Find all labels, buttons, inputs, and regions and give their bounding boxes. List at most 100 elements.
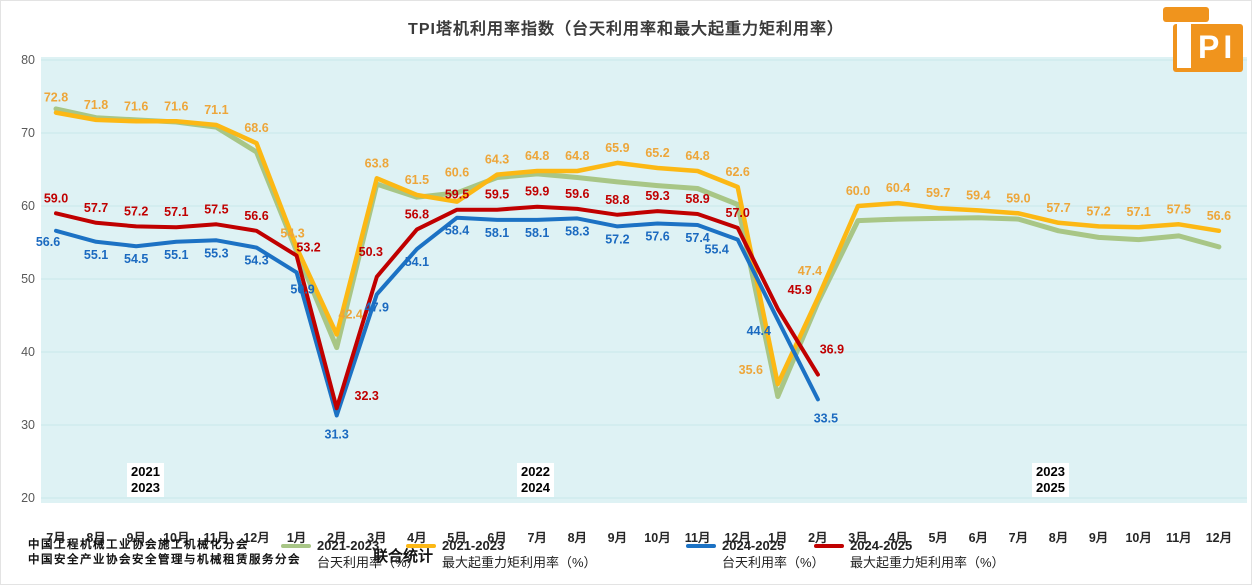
data-label-series2-point1: 55.1 <box>84 248 108 262</box>
data-label-series3-point12: 59.9 <box>525 185 549 199</box>
data-label-series3-point3: 57.1 <box>164 205 188 219</box>
data-label-series2-point3: 55.1 <box>164 248 188 262</box>
x-axis-tick-14-9月: 9月 <box>608 531 627 545</box>
chart-title: TPI塔机利用率指数（台天利用率和最大起重力矩利用率） <box>408 21 844 38</box>
data-label-series2-point18: 44.4 <box>747 324 771 338</box>
series-line-3 <box>54 204 820 411</box>
x-axis-tick-17-12月: 12月 <box>724 531 750 545</box>
data-label-series1-point1: 71.8 <box>84 98 108 112</box>
x-axis-tick-27-10月: 10月 <box>1125 531 1151 545</box>
y-axis-tick-60: 60 <box>21 199 35 213</box>
data-label-series2-point2: 54.5 <box>124 252 148 266</box>
x-axis-tick-10-5月: 5月 <box>447 531 466 545</box>
legend-year-label: 2024-2025 <box>722 538 785 553</box>
x-axis-tick-21-4月: 4月 <box>888 531 907 545</box>
data-label-series3-point9: 56.8 <box>405 207 429 221</box>
data-label-series1-point20: 60.0 <box>846 184 870 198</box>
x-axis-tick-24-7月: 7月 <box>1009 531 1028 545</box>
data-label-series2-point16: 57.4 <box>685 231 709 245</box>
x-axis-tick-25-8月: 8月 <box>1049 531 1068 545</box>
legend-swatch-yellow <box>406 544 436 548</box>
series-line-0 <box>53 106 1222 399</box>
x-axis-tick-0-7月: 7月 <box>46 531 65 545</box>
data-label-series1-point15: 65.2 <box>645 146 669 160</box>
legend-item-2024-2025-moment: 2024-2025 最大起重力矩利用率（%） <box>814 537 1005 571</box>
data-label-series3-point19: 36.9 <box>820 343 844 357</box>
x-axis-tick-6-1月: 1月 <box>287 531 306 545</box>
data-label-series3-point6: 53.2 <box>296 241 320 255</box>
legend-item-2021-2023-moment: 2021-2023 最大起重力矩利用率（%） <box>406 537 597 571</box>
plot-area-background <box>41 57 1247 503</box>
data-label-series3-point14: 58.8 <box>605 193 629 207</box>
x-axis-tick-22-5月: 5月 <box>928 531 947 545</box>
year-annotation-2-top: 2022 <box>521 464 550 479</box>
legend-year-label: 2021-2023 <box>317 538 380 553</box>
y-axis-tick-30: 30 <box>21 418 35 432</box>
legend-item-2021-2023-daily: 2021-2023 台天利用率（%） <box>281 537 420 571</box>
data-label-series3-point1: 57.7 <box>84 201 108 215</box>
data-label-series1-point17: 62.6 <box>726 165 750 179</box>
data-label-series2-point12: 58.1 <box>525 226 549 240</box>
x-axis-tick-18-1月: 1月 <box>768 531 787 545</box>
publisher-line-2: 中国安全产业协会安全管理与机械租赁服务分会 <box>28 554 301 566</box>
data-label-series1-point25: 57.7 <box>1046 201 1070 215</box>
y-axis-tick-70: 70 <box>21 126 35 140</box>
data-label-series3-point8: 50.3 <box>359 245 383 259</box>
data-label-series3-point15: 59.3 <box>645 189 669 203</box>
data-label-series1-point0: 72.8 <box>44 91 68 105</box>
legend-swatch-green <box>281 544 311 548</box>
publisher-block: 中国工程机械工业协会施工机械化分会 中国安全产业协会安全管理与机械租赁服务分会 <box>28 538 301 568</box>
data-label-series3-point2: 57.2 <box>124 204 148 218</box>
data-label-series1-point23: 59.4 <box>966 188 990 202</box>
y-axis-tick-40: 40 <box>21 345 35 359</box>
data-label-series1-point26: 57.2 <box>1086 204 1110 218</box>
legend-year-label: 2024-2025 <box>850 538 913 553</box>
data-label-series2-point13: 58.3 <box>565 224 589 238</box>
joint-statistics-label: 联合统计 <box>373 548 434 565</box>
x-axis-tick-26-9月: 9月 <box>1089 531 1108 545</box>
x-axis-tick-3-10月: 10月 <box>163 531 189 545</box>
data-label-series2-point6: 50.9 <box>290 282 314 296</box>
y-axis-tick-80: 80 <box>21 53 35 67</box>
data-label-series2-point8: 47.9 <box>365 300 389 314</box>
legend-item-2024-2025-daily: 2024-2025 台天利用率（%） <box>686 537 825 571</box>
data-label-series3-point7: 32.3 <box>355 389 379 403</box>
legend-metric-label: 最大起重力矩利用率（%） <box>850 555 1005 570</box>
year-annotation-3-top: 2023 <box>1036 464 1065 479</box>
x-axis-tick-13-8月: 8月 <box>568 531 587 545</box>
data-label-series2-point9: 54.1 <box>405 255 429 269</box>
data-label-series3-point5: 56.6 <box>244 209 268 223</box>
data-label-series1-point18: 35.6 <box>739 363 763 377</box>
x-axis-tick-4-11月: 11月 <box>204 531 230 545</box>
legend-year-label: 2021-2023 <box>442 538 505 553</box>
data-label-series3-point18: 45.9 <box>788 283 812 297</box>
year-annotation-1: 2021 2023 <box>127 463 164 497</box>
x-axis-tick-1-8月: 8月 <box>86 531 105 545</box>
data-label-series1-point8: 63.8 <box>365 156 389 170</box>
data-label-series1-point11: 64.3 <box>485 153 509 167</box>
data-label-series1-point12: 64.8 <box>525 149 549 163</box>
year-annotation-3-bottom: 2025 <box>1036 480 1065 495</box>
data-label-series2-point14: 57.2 <box>605 232 629 246</box>
data-label-series2-point0: 56.6 <box>36 235 60 249</box>
data-label-series1-point7: 42.4 <box>339 307 363 321</box>
data-label-series1-point6: 54.3 <box>280 227 304 241</box>
data-label-series1-point19: 47.4 <box>798 264 822 278</box>
data-label-series1-point21: 60.4 <box>886 181 910 195</box>
data-label-series2-point15: 57.6 <box>645 230 669 244</box>
data-label-series3-point0: 59.0 <box>44 191 68 205</box>
data-label-series1-point14: 65.9 <box>605 141 629 155</box>
data-label-series3-point4: 57.5 <box>204 202 228 216</box>
data-label-series1-point16: 64.8 <box>685 149 709 163</box>
data-label-series3-point16: 58.9 <box>685 192 709 206</box>
data-label-series1-point2: 71.6 <box>124 99 148 113</box>
year-annotation-2-bottom: 2024 <box>521 480 550 495</box>
data-label-series3-point10: 59.5 <box>445 188 469 202</box>
x-axis-tick-19-2月: 2月 <box>808 531 827 545</box>
year-annotation-1-bottom: 2023 <box>131 480 160 495</box>
x-axis-tick-20-3月: 3月 <box>848 531 867 545</box>
x-axis-tick-29-12月: 12月 <box>1206 531 1232 545</box>
data-label-series2-point19: 33.5 <box>814 411 838 425</box>
